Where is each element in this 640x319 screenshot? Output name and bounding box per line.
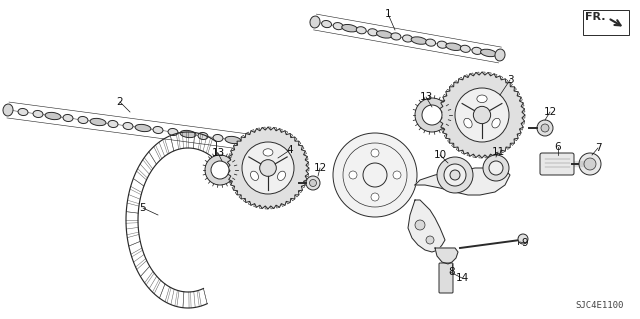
Circle shape (518, 234, 528, 244)
Ellipse shape (3, 104, 13, 116)
Ellipse shape (376, 31, 392, 38)
Ellipse shape (437, 41, 447, 48)
Ellipse shape (45, 112, 61, 120)
Circle shape (437, 157, 473, 193)
Polygon shape (435, 248, 458, 264)
Text: 2: 2 (116, 97, 124, 107)
Circle shape (474, 106, 491, 124)
Circle shape (483, 155, 509, 181)
Bar (583, 10, 629, 35)
Polygon shape (439, 72, 525, 158)
Circle shape (489, 161, 503, 175)
Circle shape (242, 142, 294, 194)
Polygon shape (227, 127, 309, 209)
Ellipse shape (342, 25, 358, 32)
Circle shape (371, 193, 379, 201)
Ellipse shape (495, 49, 505, 61)
Ellipse shape (472, 47, 482, 55)
Ellipse shape (278, 171, 285, 181)
Text: 6: 6 (555, 142, 561, 152)
Circle shape (260, 160, 276, 176)
Ellipse shape (333, 23, 343, 30)
Circle shape (537, 120, 553, 136)
Circle shape (455, 88, 509, 142)
Ellipse shape (108, 121, 118, 128)
Circle shape (349, 171, 357, 179)
FancyBboxPatch shape (540, 153, 574, 175)
Ellipse shape (90, 118, 106, 126)
Ellipse shape (310, 16, 320, 28)
Ellipse shape (18, 108, 28, 115)
Ellipse shape (477, 95, 487, 103)
Circle shape (306, 176, 320, 190)
Ellipse shape (123, 122, 133, 130)
Text: 10: 10 (433, 150, 447, 160)
Circle shape (450, 170, 460, 180)
Ellipse shape (198, 132, 208, 139)
Ellipse shape (78, 116, 88, 123)
Ellipse shape (135, 124, 151, 132)
Text: 14: 14 (456, 273, 468, 283)
Ellipse shape (213, 135, 223, 142)
Ellipse shape (180, 130, 196, 137)
Circle shape (230, 130, 306, 206)
Ellipse shape (33, 110, 43, 117)
Circle shape (415, 220, 425, 230)
Circle shape (579, 153, 601, 175)
Circle shape (371, 149, 379, 157)
Ellipse shape (464, 118, 472, 128)
Ellipse shape (403, 35, 412, 42)
Text: SJC4E1100: SJC4E1100 (576, 300, 624, 309)
Ellipse shape (153, 126, 163, 134)
Text: 4: 4 (287, 145, 293, 155)
Ellipse shape (263, 149, 273, 156)
FancyBboxPatch shape (439, 263, 453, 293)
Ellipse shape (322, 20, 332, 28)
Circle shape (211, 161, 229, 179)
Ellipse shape (168, 129, 178, 136)
Circle shape (426, 236, 434, 244)
Circle shape (422, 105, 442, 125)
Ellipse shape (225, 137, 241, 144)
Text: 5: 5 (140, 203, 147, 213)
Ellipse shape (63, 115, 73, 122)
Circle shape (541, 124, 549, 132)
Ellipse shape (250, 171, 259, 181)
Ellipse shape (391, 33, 401, 40)
Circle shape (415, 98, 449, 132)
Text: 11: 11 (492, 147, 504, 157)
Text: 13: 13 (419, 92, 433, 102)
Ellipse shape (411, 37, 427, 44)
Text: 8: 8 (449, 267, 455, 277)
Polygon shape (415, 168, 510, 195)
Ellipse shape (481, 49, 497, 57)
Circle shape (310, 180, 317, 187)
Text: 12: 12 (314, 163, 326, 173)
Polygon shape (408, 200, 445, 252)
Text: 1: 1 (385, 9, 391, 19)
Text: FR.: FR. (585, 12, 605, 22)
Circle shape (442, 75, 522, 155)
Circle shape (393, 171, 401, 179)
Text: 3: 3 (507, 75, 513, 85)
Ellipse shape (243, 136, 253, 148)
Text: 9: 9 (522, 238, 528, 248)
Ellipse shape (492, 118, 500, 128)
Text: 13: 13 (211, 148, 225, 158)
Circle shape (205, 155, 235, 185)
Text: 12: 12 (543, 107, 557, 117)
Ellipse shape (446, 43, 461, 50)
Ellipse shape (426, 39, 436, 46)
Circle shape (444, 164, 466, 186)
Ellipse shape (368, 29, 378, 36)
Ellipse shape (460, 45, 470, 52)
Ellipse shape (356, 27, 366, 34)
Text: 7: 7 (595, 143, 602, 153)
Circle shape (333, 133, 417, 217)
Circle shape (584, 158, 596, 170)
